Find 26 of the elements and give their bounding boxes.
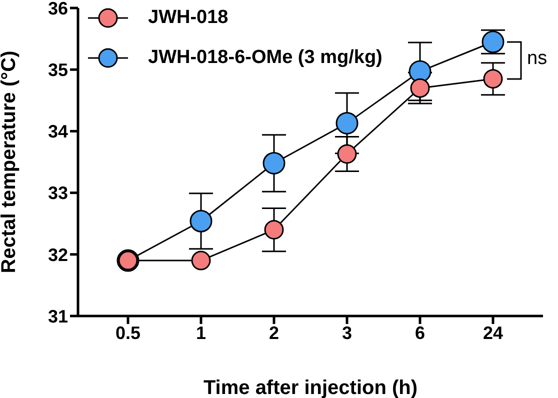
y-tick-label: 34	[48, 122, 68, 142]
x-tick-label: 3	[342, 322, 352, 343]
legend-label: JWH-018-6-OMe (3 mg/kg)	[148, 47, 382, 69]
point	[190, 210, 212, 232]
point	[408, 60, 432, 83]
y-tick-label: 36	[48, 0, 68, 18]
y-tick-label: 33	[48, 183, 68, 204]
x-tick-label: 6	[414, 322, 426, 343]
annotation: ns	[527, 48, 548, 70]
x-tick-label: 2	[268, 322, 280, 343]
point	[336, 112, 358, 134]
x-tick-label: 24	[482, 322, 504, 343]
y-axis-title: Rectal temperature (°C)	[0, 50, 20, 274]
point	[262, 152, 286, 174]
y-tick-label: 35	[48, 60, 68, 80]
x-tick-label: 0.5	[115, 322, 141, 343]
point	[410, 78, 430, 98]
point	[337, 144, 357, 164]
x-tick-label: 1	[196, 322, 206, 343]
x-axis-title: Time after injection (h)	[203, 377, 418, 398]
point	[191, 250, 211, 270]
point	[483, 69, 503, 89]
y-tick-label: 31	[48, 306, 68, 326]
legend-label: JWH-018	[148, 7, 228, 29]
y-tick-label: 32	[48, 244, 68, 265]
point	[264, 220, 284, 240]
